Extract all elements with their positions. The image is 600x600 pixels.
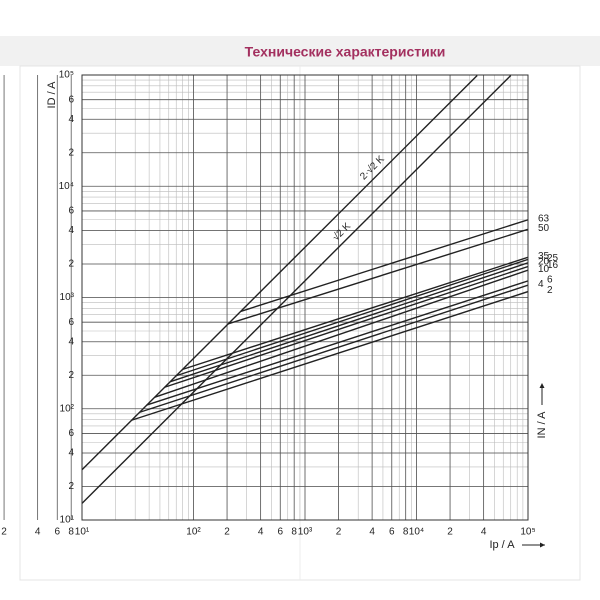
x-tick-label: 10⁴: [409, 527, 424, 538]
y-tick-label: 10²: [60, 403, 75, 414]
x-tick-label: 2: [1, 527, 7, 538]
y2-axis-title: IN / A: [536, 411, 548, 439]
y-tick-label: 6: [68, 317, 74, 328]
legend-label: 20: [538, 256, 550, 267]
y-tick-label: 6: [68, 428, 74, 439]
y-axis-title: ID / A: [46, 81, 58, 109]
y-tick-label: 6: [68, 206, 74, 217]
x-arrow-head: [540, 542, 545, 548]
series-line: [131, 290, 528, 421]
x-tick-label: 2: [336, 527, 342, 538]
x-tick-label: 2: [224, 527, 230, 538]
legend-label: 25: [547, 253, 559, 264]
series-line: [228, 228, 528, 325]
header-band: [0, 36, 600, 66]
series-line: [176, 258, 528, 377]
series-line: [182, 256, 528, 371]
x-tick-label: 10⁵: [520, 527, 535, 538]
y-tick-label: 10¹: [60, 515, 75, 526]
y2-arrow-head: [539, 383, 545, 388]
plot-border: [81, 74, 529, 521]
legend-label: √2 K: [330, 220, 353, 243]
x-tick-label: 10³: [298, 527, 313, 538]
series-line: [154, 269, 528, 398]
legend-label: 16: [547, 260, 559, 271]
y-tick-label: 2: [68, 147, 74, 158]
x-tick-label: 4: [258, 527, 264, 538]
y-tick-label: 4: [68, 225, 74, 236]
x-tick-label: 8: [403, 527, 409, 538]
x-tick-label: 2: [447, 527, 453, 538]
legend-label: 35: [538, 251, 550, 262]
y-tick-label: 2: [68, 481, 74, 492]
x-tick-label: 4: [481, 527, 487, 538]
x-tick-label: 6: [54, 527, 60, 538]
legend-label: 2: [547, 285, 553, 296]
x-axis-title: Ip / A: [489, 539, 515, 551]
legend-label: 4: [538, 279, 544, 290]
y-tick-label: 2: [68, 259, 74, 270]
x-tick-label: 4: [369, 527, 375, 538]
x-tick-label: 10¹: [75, 527, 90, 538]
legend-label: 50: [538, 223, 550, 234]
plot-lines: [82, 75, 528, 504]
legend-label: 10: [538, 264, 550, 275]
page-title: Технические характеристики: [245, 44, 446, 60]
y-tick-label: 10³: [60, 292, 75, 303]
y-tick-label: 4: [68, 114, 74, 125]
series-line: [146, 280, 528, 406]
y-tick-label: 10⁵: [59, 70, 74, 81]
y-tick-label: 4: [68, 448, 74, 459]
y-tick-label: 6: [68, 94, 74, 105]
x-tick-label: 6: [277, 527, 283, 538]
x-tick-label: 10²: [186, 527, 201, 538]
series-line: [164, 265, 528, 388]
x-tick-label: 8: [291, 527, 297, 538]
legend-label: 6: [547, 275, 553, 286]
y-tick-label: 2: [68, 370, 74, 381]
series-line: [240, 219, 528, 313]
x-tick-label: 4: [35, 527, 41, 538]
series-line: [82, 75, 478, 471]
series-line: [170, 262, 528, 383]
series-line: [139, 284, 528, 413]
legend-label: 63: [538, 213, 550, 224]
x-tick-label: 6: [389, 527, 395, 538]
series-line: [82, 75, 512, 504]
y-tick-label: 10⁴: [59, 181, 74, 192]
x-tick-label: 8: [68, 527, 74, 538]
y-tick-label: 4: [68, 336, 74, 347]
